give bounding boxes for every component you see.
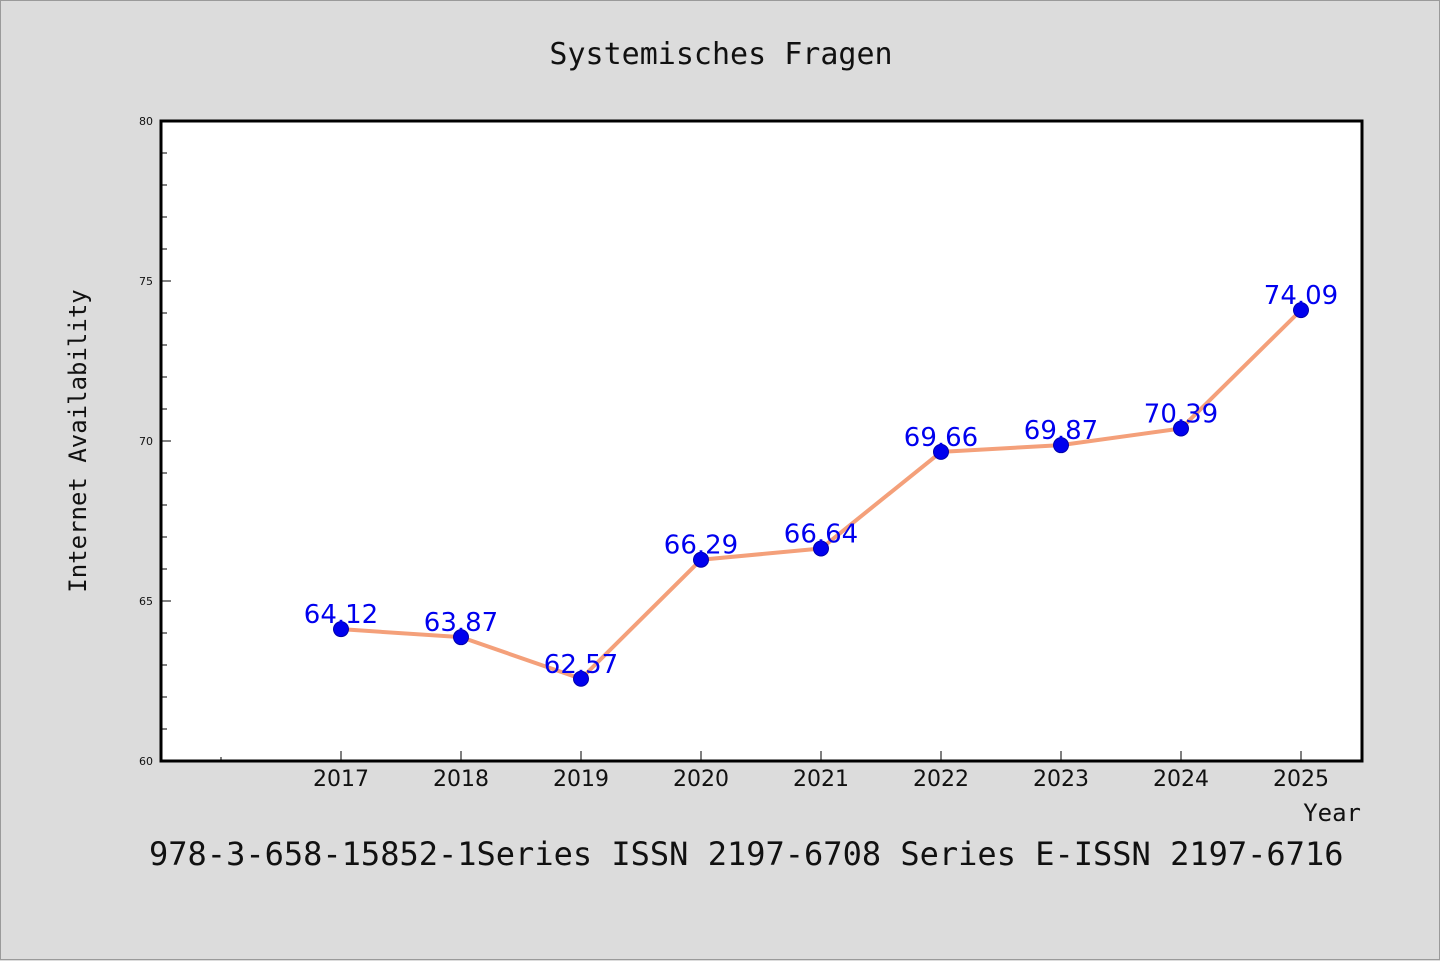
series-layer: 64.12 63.87 62.57 66.29 66.64 69.66 69.87 70.39… <box>304 281 1338 687</box>
data-label: 74.09 <box>1264 281 1338 311</box>
data-point <box>933 443 949 460</box>
data-label: 66.29 <box>664 531 738 561</box>
y-axis-label: Internet Availability <box>64 289 92 592</box>
x-tick-label: 2017 <box>313 767 369 792</box>
y-tick-label: 60 <box>139 755 153 768</box>
x-tick-label: 2019 <box>553 767 609 792</box>
x-tick-label: 2025 <box>1273 767 1329 792</box>
x-axis: 2017 2018 2019 2020 2021 2022 2023 2024 2025 <box>220 751 1329 792</box>
x-tick-label: 2021 <box>793 767 849 792</box>
x-tick-label: 2022 <box>913 767 969 792</box>
data-label: 62.57 <box>544 650 618 680</box>
data-label: 70.39 <box>1144 400 1218 430</box>
plot-area <box>159 119 1364 763</box>
data-point <box>693 551 709 568</box>
y-tick-label: 75 <box>139 275 153 288</box>
y-tick-label: 80 <box>139 115 153 128</box>
data-label: 69.66 <box>904 423 978 453</box>
y-axis: 60 65 70 75 80 <box>139 115 171 768</box>
x-tick-label: 2023 <box>1033 767 1089 792</box>
y-tick-label: 70 <box>139 435 153 448</box>
x-axis-label: Year <box>1303 799 1361 827</box>
data-point <box>453 629 469 646</box>
data-point <box>573 670 589 687</box>
data-point <box>1293 302 1309 319</box>
footer-isbn-text: 978-3-658-15852-1Series ISSN 2197-6708 S… <box>149 835 1343 873</box>
x-tick-label: 2020 <box>673 767 729 792</box>
y-tick-label: 65 <box>139 595 153 608</box>
x-tick-label: 2018 <box>433 767 489 792</box>
data-label: 66.64 <box>784 520 858 550</box>
data-label: 69.87 <box>1024 416 1098 446</box>
data-point <box>1053 437 1069 454</box>
x-tick-label: 2024 <box>1153 767 1209 792</box>
chart-title: Systemisches Fragen <box>549 37 892 72</box>
data-label: 64.12 <box>304 600 378 630</box>
data-label: 63.87 <box>424 608 498 638</box>
data-point <box>1173 420 1189 437</box>
data-point <box>333 621 349 638</box>
data-point <box>813 540 829 557</box>
